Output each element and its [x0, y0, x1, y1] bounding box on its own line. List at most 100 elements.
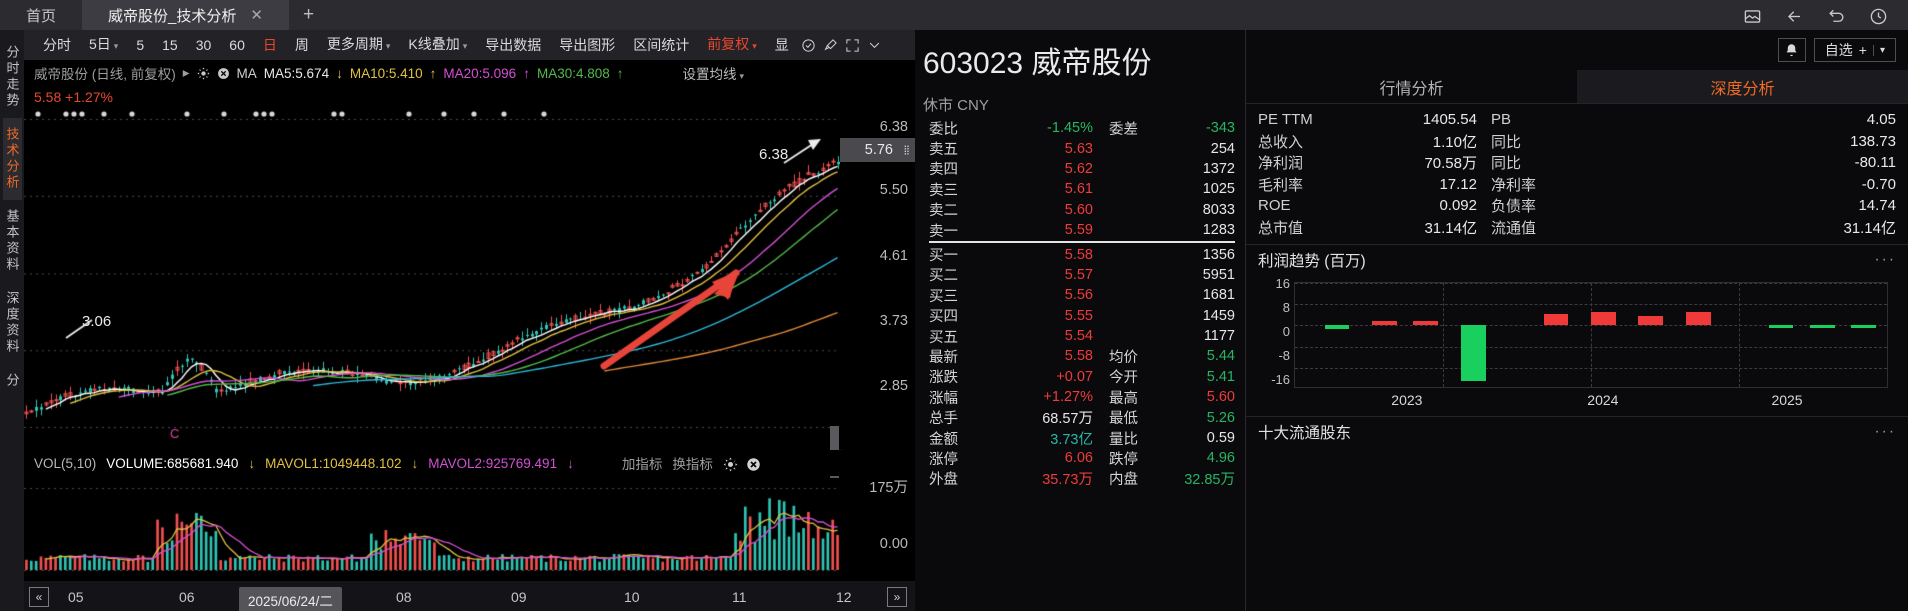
- order-book-row[interactable]: 最新 5.58 均价 5.44: [915, 346, 1245, 366]
- close-circle-icon[interactable]: [217, 67, 230, 80]
- period-30min[interactable]: 30: [195, 37, 212, 53]
- order-book-row[interactable]: 卖五 5.63 254: [915, 138, 1245, 159]
- plot-area[interactable]: 6.38 3.06 6.38 5.76 ⣿ 5.50 4.61 3.73 2.8…: [24, 108, 915, 611]
- period-5min[interactable]: 5: [136, 37, 145, 53]
- sidebar-item-technical[interactable]: 技术分析: [2, 118, 22, 200]
- tab-home[interactable]: 首页: [0, 0, 82, 30]
- order-book-row[interactable]: 涨停 6.06 跌停 4.96: [915, 448, 1245, 468]
- scroll-left-button[interactable]: «: [29, 587, 49, 607]
- order-book-row[interactable]: 买五 5.54 1177: [915, 326, 1245, 346]
- chevron-down-icon[interactable]: ▾: [1872, 44, 1885, 56]
- order-book-row[interactable]: 涨幅 +1.27% 最高 5.60: [915, 387, 1245, 407]
- x-tick: 09: [511, 589, 527, 605]
- order-book-row[interactable]: 卖四 5.62 1372: [915, 159, 1245, 179]
- close-icon[interactable]: ✕: [250, 7, 263, 24]
- more-options-icon[interactable]: ···: [1874, 422, 1896, 440]
- metric-key2: 同比: [1491, 133, 1522, 151]
- x-tick: 05: [68, 589, 84, 605]
- period-60min[interactable]: 60: [229, 37, 245, 53]
- history-icon[interactable]: [1868, 6, 1888, 26]
- sidebar-item-fundamental[interactable]: 基本资料: [4, 209, 20, 273]
- row-label2: 最低: [1109, 411, 1138, 428]
- price-y-axis: 6.38 5.76 ⣿ 5.50 4.61 3.73 2.85 175万 0.0…: [840, 108, 915, 611]
- row-value: 0.59: [1206, 430, 1235, 447]
- metric-key: ROE: [1258, 197, 1291, 215]
- price-marker[interactable]: 5.76 ⣿: [840, 138, 915, 162]
- order-book-row[interactable]: 买三 5.56 1681: [915, 285, 1245, 305]
- period-daily[interactable]: 日: [262, 37, 277, 53]
- chevron-down-icon: ▾: [385, 41, 391, 51]
- export-data-button[interactable]: 导出数据: [485, 37, 542, 53]
- close-circle-icon[interactable]: [746, 457, 760, 471]
- tab-technical-analysis[interactable]: 威帝股份_技术分析 ✕: [82, 0, 289, 30]
- scroll-right-button[interactable]: »: [887, 587, 907, 607]
- order-book-row[interactable]: 金额 3.73亿 量比 0.59: [915, 428, 1245, 448]
- screenshot-icon[interactable]: [1742, 6, 1762, 26]
- display-toggle[interactable]: 显: [774, 37, 789, 53]
- period-15min[interactable]: 15: [162, 37, 178, 53]
- row-price: +1.27%: [1043, 389, 1093, 406]
- tab-market-analysis[interactable]: 行情分析: [1379, 80, 1444, 98]
- row-label2: 今开: [1109, 370, 1138, 387]
- fullscreen-icon[interactable]: [842, 34, 864, 56]
- add-to-watchlist-button[interactable]: 自选 + ▾: [1813, 38, 1896, 62]
- brush-icon[interactable]: [820, 34, 842, 56]
- order-book-row[interactable]: 卖一 5.59 1283: [915, 220, 1245, 240]
- export-chart-button[interactable]: 导出图形: [559, 37, 616, 53]
- ma-settings-button[interactable]: 设置均线 ▾: [683, 63, 745, 83]
- y-tick: -16: [1271, 372, 1290, 387]
- adjust-forward-button[interactable]: 前复权 ▾: [698, 29, 766, 61]
- more-options-icon[interactable]: ···: [1874, 250, 1896, 268]
- circle-check-icon[interactable]: [798, 34, 820, 56]
- more-icon[interactable]: [864, 34, 886, 56]
- row-price: 5.56: [1064, 287, 1093, 304]
- order-book-row[interactable]: 总手 68.57万 最低 5.26: [915, 407, 1245, 428]
- volume-canvas[interactable]: [24, 478, 840, 578]
- gear-icon[interactable]: [723, 457, 738, 471]
- order-book-row[interactable]: 卖二 5.60 8033: [915, 200, 1245, 220]
- period-more[interactable]: 更多周期 ▾: [318, 29, 400, 61]
- bell-icon[interactable]: [1777, 38, 1806, 62]
- sidebar-item-more[interactable]: 分: [4, 373, 20, 389]
- candlestick-canvas[interactable]: [24, 108, 840, 446]
- new-tab-button[interactable]: +: [302, 4, 315, 25]
- undo-icon[interactable]: [1826, 6, 1846, 26]
- gear-icon[interactable]: [197, 67, 210, 80]
- y-tick: 8: [1282, 300, 1290, 315]
- tab-deep-analysis[interactable]: 深度分析: [1577, 70, 1908, 103]
- change-indicator-button[interactable]: 换指标: [672, 457, 713, 472]
- drag-handle-icon[interactable]: ⣿: [903, 144, 911, 155]
- y-tick: 5.50: [879, 182, 908, 198]
- order-book-row[interactable]: 买四 5.55 1459: [915, 306, 1245, 326]
- order-book-row[interactable]: 外盘 35.73万 内盘 32.85万: [915, 469, 1245, 489]
- kline-overlay[interactable]: K线叠加 ▾: [399, 29, 476, 61]
- quote-panel: 603023 威帝股份 休市 CNY 委比 -1.45% 委差 -343 卖五 5.63 2…: [915, 30, 1245, 611]
- row-price: 5.61: [1064, 181, 1093, 198]
- order-book-row[interactable]: 卖三 5.61 1025: [915, 179, 1245, 199]
- metric-value: 70.58万: [1424, 155, 1477, 173]
- ma5-value: MA5:5.674: [263, 65, 330, 81]
- period-intraday[interactable]: 分时: [43, 37, 71, 53]
- sidebar-item-deep-data[interactable]: 深度资料: [4, 291, 20, 355]
- order-book-row[interactable]: 涨跌 +0.07 今开 5.41: [915, 367, 1245, 387]
- expand-arrow-icon[interactable]: ▸: [182, 65, 190, 80]
- left-nav-rail: 分时走势 技术分析 基本资料 深度资料 分: [0, 30, 24, 611]
- order-book[interactable]: 委比 -1.45% 委差 -343 卖五 5.63 254 卖四 5.62 1372 卖三 5.61 1…: [915, 118, 1245, 489]
- metric-value2: 4.05: [1866, 111, 1896, 129]
- crosshair-date-badge: 2025/06/24/二: [239, 587, 342, 611]
- label: 更多周期: [326, 36, 383, 52]
- add-indicator-button[interactable]: 加指标: [621, 457, 663, 472]
- period-5day[interactable]: 5日 ▾: [80, 29, 127, 61]
- range-stats-button[interactable]: 区间统计: [633, 37, 690, 53]
- order-book-row[interactable]: 委比 -1.45% 委差 -343: [915, 118, 1245, 138]
- metric-key: PE TTM: [1258, 111, 1313, 129]
- order-book-row[interactable]: 买二 5.57 5951: [915, 265, 1245, 285]
- back-icon[interactable]: [1784, 6, 1804, 26]
- order-book-row[interactable]: 买一 5.58 1356: [915, 244, 1245, 265]
- row-price: 5.58: [1064, 246, 1093, 263]
- sidebar-item-intraday[interactable]: 分时走势: [4, 45, 20, 109]
- row-label: 买二: [929, 268, 958, 285]
- volume-title: VOL(5,10): [34, 455, 97, 471]
- row-price: 5.60: [1064, 201, 1093, 218]
- period-weekly[interactable]: 周: [294, 37, 309, 53]
